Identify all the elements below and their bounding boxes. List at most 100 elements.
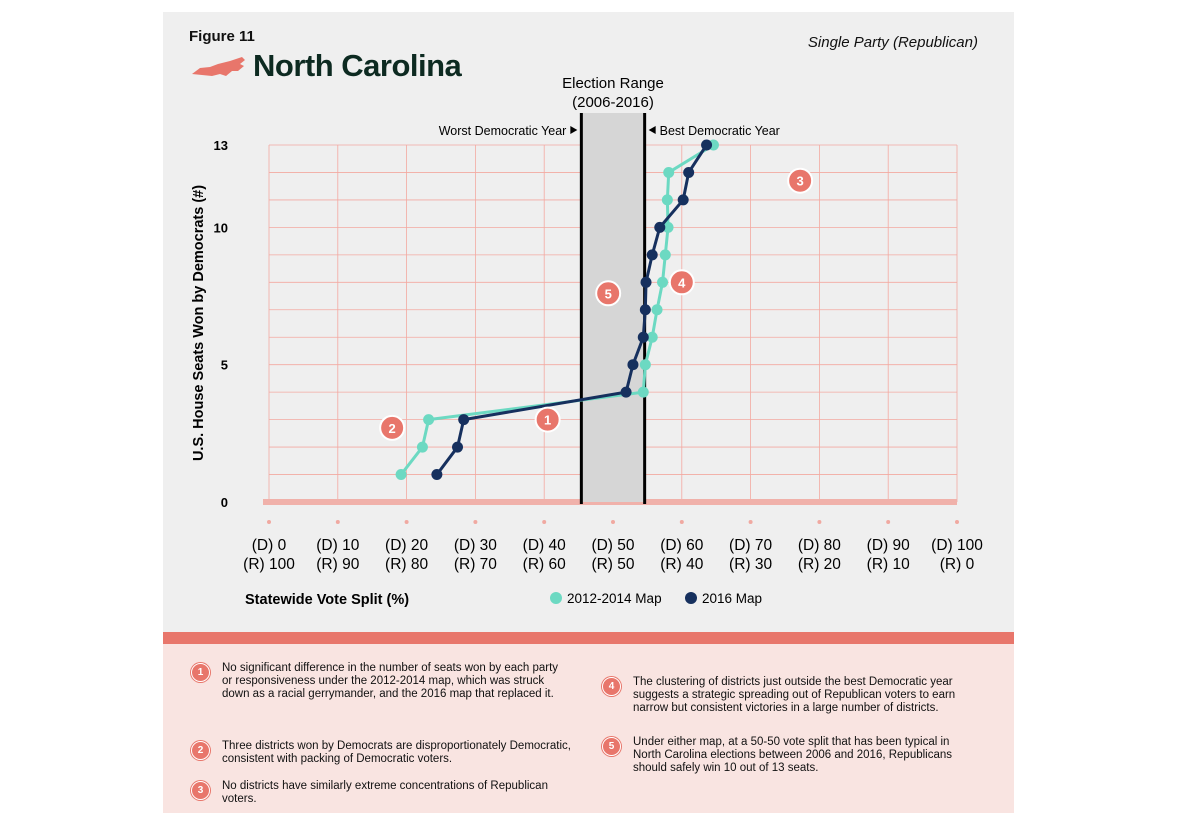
x-tick-mark [611, 520, 615, 524]
callout-label: 3 [797, 174, 804, 189]
range-band [581, 113, 645, 502]
legend-item: 2012-2014 Map [550, 591, 662, 606]
note-2: 2 Three districts won by Democrats are d… [191, 740, 571, 766]
election-range: Election Range (2006-2016) Worst Democrati… [439, 75, 780, 504]
callout-badge [595, 280, 622, 307]
north-carolina-shape-icon [192, 57, 245, 76]
notes-panel: 1 No significant difference in the numbe… [163, 644, 1014, 813]
legend-swatch [685, 592, 697, 604]
callout-badge [787, 167, 814, 194]
callout-badge [534, 406, 561, 433]
x-tick-mark [404, 520, 409, 524]
data-point [416, 441, 428, 453]
range-title: Election Range [562, 75, 664, 92]
data-point [646, 249, 658, 261]
data-point [657, 276, 669, 288]
note-text: The clustering of districts just outside… [633, 676, 956, 714]
note-3: 3 No districts have similarly extreme co… [191, 780, 571, 806]
x-tick-label-r: (R) 90 [316, 556, 359, 573]
legend: 2012-2014 Map 2016 Map [550, 591, 762, 606]
legend-item: 2016 Map [685, 591, 762, 606]
chart: Election Range (2006-2016) Worst Democrati… [191, 75, 983, 608]
figure-page: Figure 11 North Carolina Single Party (R… [163, 12, 1014, 813]
x-tick-label-d: (D) 10 [316, 537, 359, 554]
data-point [452, 441, 464, 453]
x-tick-label-r: (R) 100 [243, 556, 295, 573]
data-point [637, 331, 649, 343]
x-tick-label-d: (D) 90 [867, 537, 910, 554]
data-point [651, 304, 663, 316]
note-5: 5 Under either map, at a 50-50 vote spli… [602, 736, 972, 775]
note-number: 4 [602, 677, 621, 696]
x-tick-mark [473, 520, 478, 524]
x-tick-label-d: (D) 20 [385, 537, 428, 554]
note-number: 5 [602, 737, 621, 756]
y-tick-label: 13 [214, 138, 228, 153]
data-point [627, 359, 639, 371]
worst-year-label: Worst Democratic Year [439, 124, 567, 138]
callout-label: 5 [605, 286, 612, 301]
y-tick-label: 5 [221, 358, 228, 373]
data-point [639, 359, 651, 371]
data-point [654, 221, 666, 233]
x-axis-label: Statewide Vote Split (%) [245, 592, 409, 608]
data-point [659, 249, 671, 261]
x-tick-mark [955, 520, 959, 524]
series-1 [395, 139, 719, 481]
arrow-left-icon [570, 126, 578, 134]
x-tick-label-r: (R) 80 [385, 556, 428, 573]
x-tick-mark [335, 520, 340, 524]
callout-2: 2 [379, 414, 406, 441]
data-point [620, 386, 632, 398]
data-point [637, 386, 649, 398]
x-tick-label-r: (R) 40 [660, 556, 703, 573]
callout-badge [668, 269, 695, 296]
series-layer [395, 139, 719, 481]
data-point [683, 166, 695, 178]
x-tick-label-d: (D) 100 [931, 537, 983, 554]
x-tick-label-r: (R) 10 [867, 556, 910, 573]
data-point [677, 194, 689, 206]
x-tick-label-d: (D) 0 [252, 537, 287, 554]
data-point [701, 139, 713, 151]
x-tick-label-d: (D) 50 [591, 537, 634, 554]
x-tick-mark [817, 520, 822, 524]
legend-label: 2016 Map [702, 591, 762, 606]
x-tick-mark [886, 520, 891, 524]
callout-3: 3 [787, 167, 814, 194]
data-point [663, 166, 675, 178]
x-tick-mark [748, 520, 753, 524]
callout-1: 1 [534, 406, 561, 433]
x-tick-mark [267, 520, 271, 524]
x-tick-label-r: (R) 50 [591, 556, 634, 573]
x-tick-label-d: (D) 40 [523, 537, 566, 554]
x-tick-mark [542, 520, 547, 524]
y-axis-label: U.S. House Seats Won by Democrats (#) [191, 185, 207, 461]
x-tick-label-d: (D) 80 [798, 537, 841, 554]
callouts: 1 2 3 4 5 [379, 167, 814, 441]
data-point [458, 414, 470, 426]
data-point [395, 469, 407, 481]
note-text: Under either map, at a 50-50 vote split … [633, 736, 953, 774]
arrow-right-icon [648, 126, 656, 134]
note-text: No districts have similarly extreme conc… [222, 780, 548, 805]
best-year-label: Best Democratic Year [660, 124, 780, 138]
state-title: North Carolina [253, 48, 462, 83]
x-tick-label-d: (D) 30 [454, 537, 497, 554]
x-tick-mark [679, 520, 684, 524]
divider-band [163, 632, 1014, 644]
note-4: 4 The clustering of districts just outsi… [602, 676, 972, 715]
data-point [661, 194, 673, 206]
data-point [423, 414, 435, 426]
data-point [662, 221, 674, 233]
data-point [646, 331, 658, 343]
x-tick-label-d: (D) 70 [729, 537, 772, 554]
note-text: Three districts won by Democrats are dis… [222, 740, 571, 765]
x-tick-label-r: (R) 70 [454, 556, 497, 573]
y-tick-label: 10 [214, 220, 228, 235]
legend-label: 2012-2014 Map [567, 591, 662, 606]
x-tick-label-r: (R) 60 [523, 556, 566, 573]
data-point [639, 304, 651, 316]
note-1: 1 No significant difference in the numbe… [191, 662, 571, 701]
